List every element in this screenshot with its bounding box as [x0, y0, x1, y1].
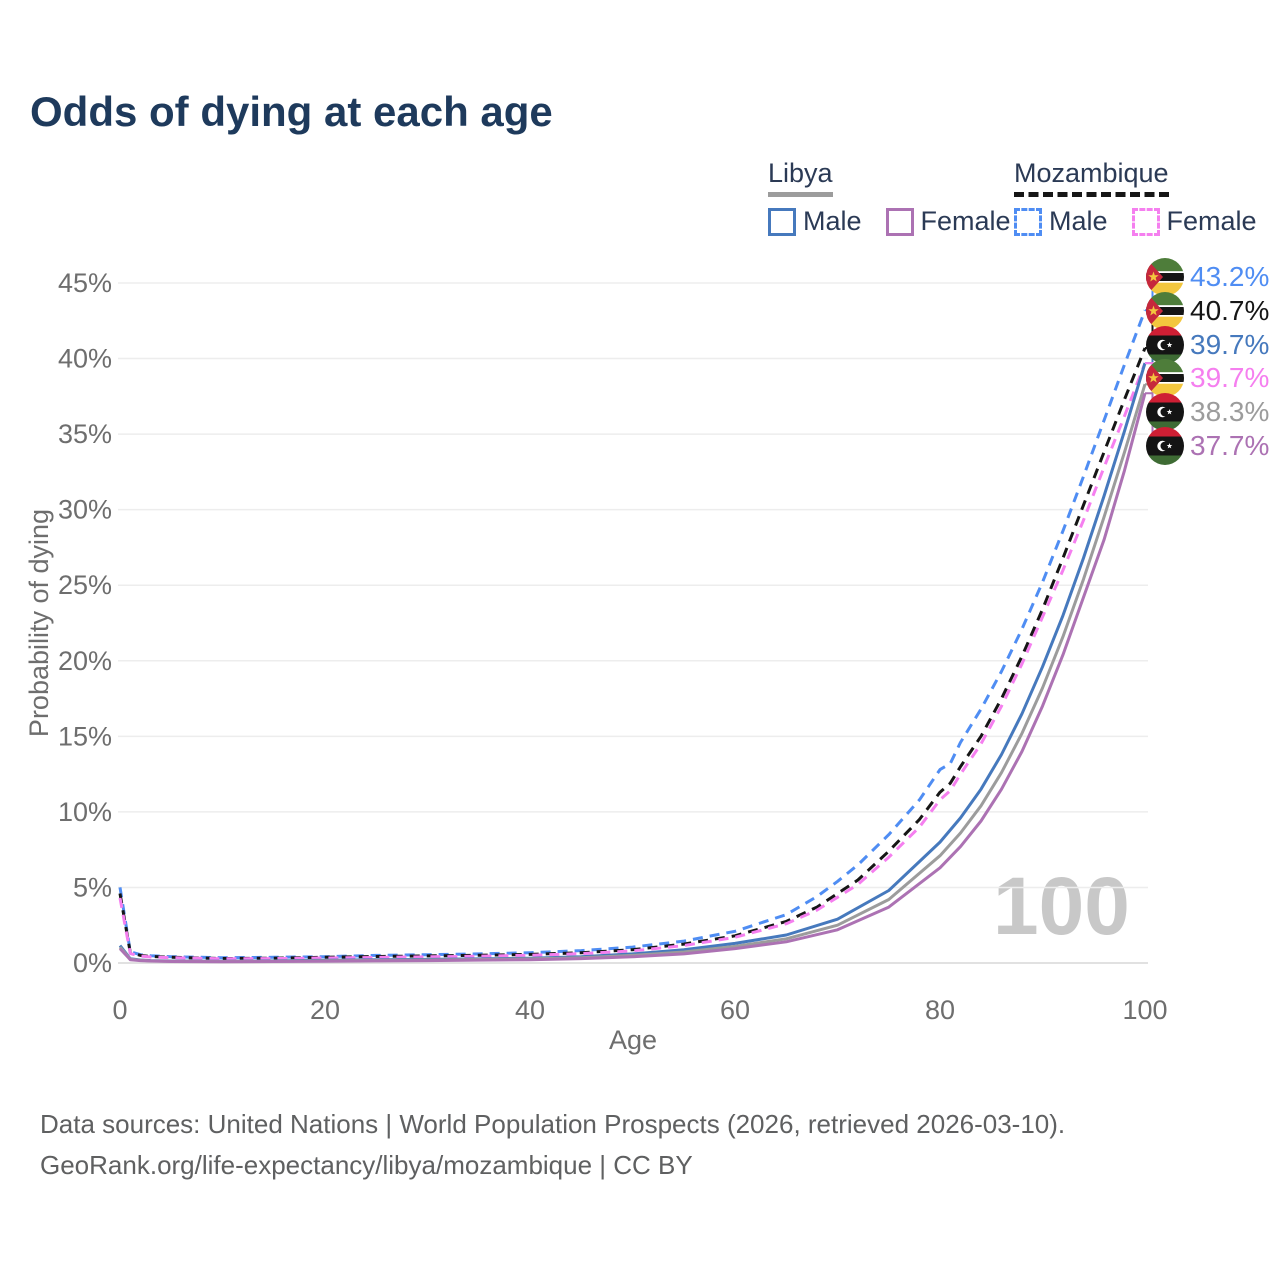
legend-swatch-libya-female — [885, 207, 914, 236]
x-tick-label: 100 — [1122, 995, 1167, 1025]
x-tick-label: 60 — [720, 995, 750, 1025]
legend-swatch-libya-male — [768, 207, 796, 236]
y-tick-label: 5% — [73, 872, 112, 902]
libya-flag-icon — [1146, 393, 1184, 431]
end-label-value: 37.7% — [1190, 430, 1270, 461]
legend-group-libya: Libya Male Female — [768, 158, 1011, 237]
y-tick-label: 25% — [58, 570, 112, 600]
end-label-value: 40.7% — [1190, 295, 1270, 326]
y-tick-label: 35% — [58, 419, 112, 449]
legend-label-libya-male: Male — [803, 206, 862, 236]
legend-item-libya-male[interactable]: Male — [768, 206, 862, 237]
mozambique-flag-icon — [1146, 359, 1184, 397]
legend-label-mozambique-female: Female — [1166, 206, 1257, 236]
end-label-value: 39.7% — [1190, 329, 1270, 360]
y-tick-label: 15% — [58, 721, 112, 751]
attribution-line: GeoRank.org/life-expectancy/libya/mozamb… — [40, 1150, 693, 1180]
y-tick-label: 45% — [58, 268, 112, 298]
series-line-libya-male[interactable] — [118, 362, 1147, 963]
libya-flag-icon — [1146, 427, 1184, 465]
x-tick-label: 20 — [310, 995, 340, 1025]
chart-plot-area: 0% 5% 10% 15% 20% 25% 30% 35% 40% 45% 0 20 40 60 80 100… — [24, 268, 1168, 1055]
series-line-mozambique-female[interactable] — [118, 362, 1147, 961]
y-tick-label: 30% — [58, 495, 112, 525]
legend-swatch-mozambique-female — [1131, 207, 1160, 236]
legend-group-mozambique: Mozambique Male Female — [1014, 158, 1257, 237]
libya-flag-icon — [1146, 427, 1184, 465]
mozambique-flag-icon — [1146, 258, 1184, 296]
series-line-libya-female[interactable] — [118, 392, 1147, 964]
series-end-label-libya-female[interactable]: 37.7% — [1146, 427, 1269, 465]
legend-swatch-mozambique-male — [1014, 207, 1042, 236]
mozambique-flag-icon — [1146, 258, 1184, 296]
footer: Data sources: United Nations | World Pop… — [40, 1104, 1065, 1186]
legend-country-mozambique[interactable]: Mozambique — [1014, 158, 1169, 197]
age-counter-watermark: 100 — [993, 861, 1130, 952]
legend-item-mozambique-female[interactable]: Female — [1131, 206, 1257, 237]
legend-item-mozambique-male[interactable]: Male — [1014, 206, 1108, 237]
legend-item-libya-female[interactable]: Female — [885, 206, 1011, 237]
x-axis-title: Age — [609, 1025, 657, 1055]
libya-flag-icon — [1146, 393, 1184, 431]
y-axis-title: Probability of dying — [24, 509, 54, 737]
x-tick-label: 40 — [515, 995, 545, 1025]
y-tick-label: 0% — [73, 948, 112, 978]
end-label-value: 39.7% — [1190, 362, 1270, 393]
legend-label-libya-female: Female — [920, 206, 1011, 236]
y-tick-label: 40% — [58, 344, 112, 374]
y-tick-label: 20% — [58, 646, 112, 676]
legend-country-libya[interactable]: Libya — [768, 158, 833, 197]
series-end-label-mozambique[interactable]: 40.7% — [1146, 292, 1269, 330]
series-line-libya[interactable] — [118, 383, 1147, 963]
series-line-mozambique-male[interactable] — [118, 309, 1147, 960]
page-title: Odds of dying at each age — [30, 88, 553, 135]
mozambique-flag-icon — [1146, 292, 1184, 330]
x-tick-label: 0 — [112, 995, 127, 1025]
legend-label-mozambique-male: Male — [1049, 206, 1108, 236]
series-end-label-mozambique-female[interactable]: 39.7% — [1146, 359, 1269, 397]
mozambique-flag-icon — [1146, 359, 1184, 397]
series-end-label-mozambique-male[interactable]: 43.2% — [1146, 258, 1269, 296]
series-line-mozambique[interactable] — [118, 347, 1147, 960]
series-end-label-libya[interactable]: 38.3% — [1146, 393, 1269, 431]
y-tick-label: 10% — [58, 797, 112, 827]
x-tick-label: 80 — [925, 995, 955, 1025]
data-sources-line: Data sources: United Nations | World Pop… — [40, 1109, 1066, 1139]
mozambique-flag-icon — [1146, 292, 1184, 330]
end-label-value: 43.2% — [1190, 261, 1270, 292]
end-label-value: 38.3% — [1190, 396, 1270, 427]
